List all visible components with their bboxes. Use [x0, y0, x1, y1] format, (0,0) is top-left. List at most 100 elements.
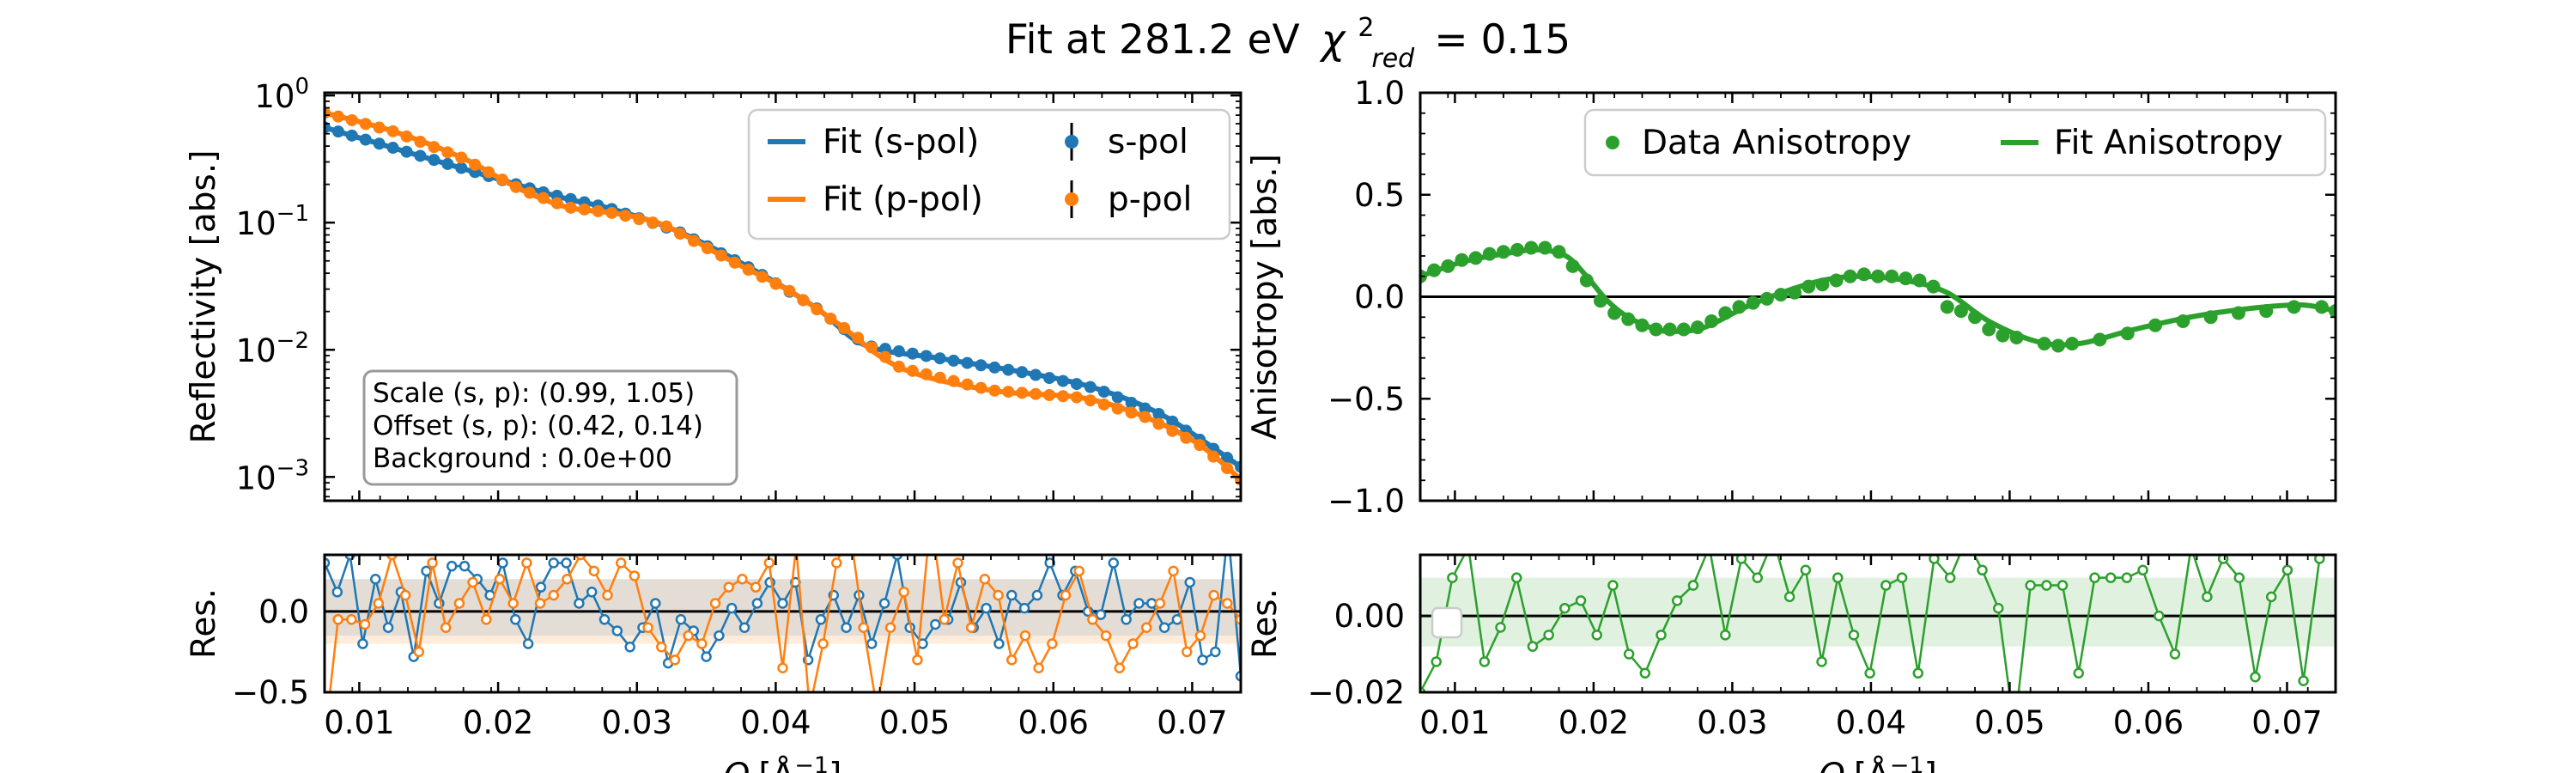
- anisotropy-data-point: [1982, 322, 1996, 337]
- data-point-p-pol: [1194, 439, 1206, 452]
- residual-point: [2121, 572, 2133, 583]
- data-point-p-pol: [933, 371, 946, 384]
- legend-label: Fit (s-pol): [823, 123, 979, 161]
- y-tick-exp: −3: [276, 455, 309, 481]
- anisotropy-data-point: [1593, 294, 1607, 308]
- x-axis-label-exp: −1: [1890, 752, 1924, 773]
- residual-point: [1929, 555, 1940, 564]
- x-axis-label-q: Q: [1819, 757, 1845, 773]
- y-tick-label: −0.5: [1327, 380, 1405, 417]
- residual-point-s-pol: [382, 622, 394, 633]
- residual-point-p-pol: [332, 614, 343, 625]
- data-point-p-pol: [961, 378, 974, 391]
- data-point-p-pol: [1056, 390, 1069, 403]
- y-axis-label: Res.: [185, 588, 223, 659]
- residual-point: [2281, 564, 2293, 576]
- residual-point-p-pol: [858, 622, 869, 633]
- data-point-p-pol: [509, 180, 522, 193]
- data-point-p-pol: [728, 256, 741, 269]
- data-point-p-pol: [1166, 424, 1179, 437]
- data-point-s-pol: [1070, 378, 1083, 391]
- residual-point: [1832, 572, 1844, 583]
- y-tick-label: −0.02: [1308, 674, 1405, 711]
- residual-point-s-pol: [586, 587, 598, 598]
- data-point-p-pol: [414, 136, 427, 149]
- residual-point-p-pol: [750, 581, 762, 593]
- residual-point-s-pol: [738, 622, 750, 633]
- data-point-p-pol: [878, 350, 891, 363]
- residual-point-s-pol: [459, 560, 471, 572]
- legend-label: Fit (p-pol): [823, 180, 983, 219]
- x-tick-label: 0.05: [1974, 704, 2044, 741]
- legend-frame: [1583, 108, 2327, 177]
- data-point-s-pol: [947, 354, 960, 367]
- data-point-p-pol: [714, 249, 727, 262]
- residual-point-p-pol: [1114, 662, 1126, 674]
- x-tick-label: 0.01: [1419, 704, 1490, 741]
- residual-point: [2105, 572, 2117, 583]
- y-axis-label: Anisotropy [abs.]: [1246, 154, 1285, 440]
- data-point-p-pol: [428, 141, 440, 154]
- data-point-p-pol: [742, 264, 755, 277]
- residual-point-s-pol: [1133, 598, 1145, 609]
- residual-point: [1527, 641, 1539, 652]
- residual-point-p-pol: [696, 638, 708, 649]
- residual-point-p-pol: [588, 565, 600, 577]
- data-point-p-pol: [1016, 386, 1029, 399]
- data-point-p-pol: [647, 216, 659, 229]
- data-point-s-pol: [1221, 452, 1234, 465]
- residual-point: [2137, 564, 2148, 576]
- data-point-p-pol: [892, 360, 905, 373]
- data-point-s-pol: [933, 352, 946, 365]
- anisotropy-data-point: [1635, 318, 1649, 332]
- anisotropy-data-point: [1759, 291, 1774, 306]
- residual-point-p-pol: [521, 557, 532, 569]
- residual-point-s-pol: [1095, 609, 1107, 620]
- anisotropy-data-point: [1552, 245, 1566, 259]
- residual-point-p-pol: [1127, 638, 1139, 649]
- y-tick-base: 10: [236, 205, 276, 242]
- anisotropy-data-point: [2203, 310, 2218, 325]
- residual-point: [1800, 564, 1812, 576]
- annotation-frame: [362, 369, 738, 486]
- y-axis-label: Res.: [1246, 588, 1285, 659]
- x-axis-label-end: ]: [829, 757, 841, 773]
- axes-frame: [1419, 553, 2337, 694]
- data-point-s-pol: [400, 145, 413, 158]
- residual-point: [1944, 572, 1956, 583]
- anisotropy-data-point: [2329, 304, 2336, 319]
- residual-point-s-pol: [1197, 654, 1208, 666]
- anisotropy-data-point: [2050, 338, 2065, 353]
- data-point-s-pol: [455, 161, 468, 174]
- anisotropy-data-point: [1815, 277, 1830, 292]
- data-point-p-pol: [1030, 387, 1042, 400]
- residual-point-p-pol: [1100, 630, 1112, 642]
- residual-point-p-pol: [912, 654, 923, 666]
- anisotropy-data-point: [1926, 279, 1941, 294]
- data-point-s-pol: [1016, 366, 1029, 379]
- residual-point-s-pol: [561, 557, 572, 569]
- data-point-s-pol: [1084, 380, 1097, 393]
- x-tick-label: 0.06: [2113, 704, 2184, 741]
- y-tick-label: 10−3: [236, 455, 309, 496]
- residual-point-p-pol: [534, 598, 546, 609]
- legend-label: s-pol: [1108, 123, 1188, 161]
- data-point-s-pol: [892, 344, 905, 357]
- residual-point-p-pol: [1181, 646, 1193, 658]
- residual-point-s-pol: [751, 598, 763, 609]
- y-tick-label: 10−1: [236, 201, 309, 242]
- data-point-s-pol: [441, 157, 454, 170]
- residual-point-p-pol: [1047, 638, 1058, 649]
- data-point-s-pol: [1166, 415, 1179, 428]
- anisotropy-data-point: [1455, 253, 1469, 267]
- legend-label: p-pol: [1108, 180, 1192, 219]
- data-point-s-pol: [373, 137, 386, 150]
- residual-point: [2057, 580, 2069, 591]
- y-tick-exp: −2: [276, 328, 309, 354]
- data-point-p-pol: [866, 341, 878, 354]
- data-point-p-pol: [1084, 394, 1097, 407]
- data-point-p-pol: [592, 204, 605, 217]
- residual-point-s-pol: [522, 638, 534, 649]
- residual-point-p-pol: [1060, 589, 1072, 601]
